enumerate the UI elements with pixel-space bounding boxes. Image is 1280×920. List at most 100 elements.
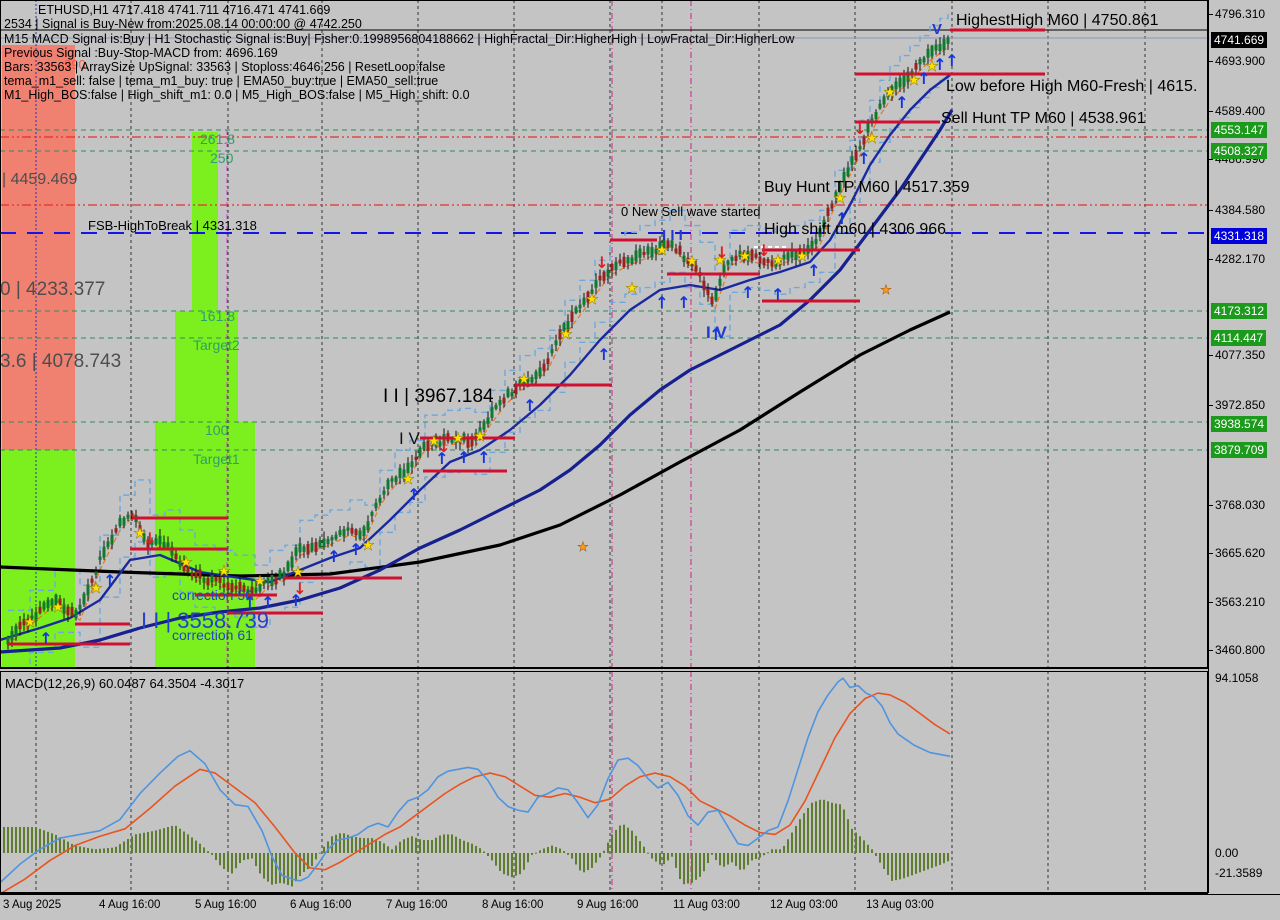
macd-histogram-bar xyxy=(3,826,5,853)
candle-body xyxy=(414,456,418,460)
buy-arrow-icon: ↑ xyxy=(771,285,784,304)
macd-histogram-bar xyxy=(823,799,825,853)
candle-body xyxy=(730,256,734,261)
candle-body xyxy=(58,598,62,609)
macd-histogram-bar xyxy=(15,826,17,853)
macd-bottom-border xyxy=(0,893,1208,894)
time-axis-label[interactable]: 11 Aug 03:00 xyxy=(673,899,740,911)
macd-histogram-bar xyxy=(7,826,9,853)
macd-histogram-bar xyxy=(711,853,713,855)
macd-histogram-bar xyxy=(931,853,933,868)
candle-body xyxy=(278,569,282,579)
buy-arrow-icon: ↑ xyxy=(741,283,754,302)
fast-ma-orange-line xyxy=(7,46,949,646)
candle-body xyxy=(886,90,890,98)
axis-tick-mark xyxy=(1209,14,1213,15)
macd-signal-line xyxy=(0,692,951,893)
time-axis-label[interactable]: 5 Aug 16:00 xyxy=(195,899,257,911)
buy-arrow-icon: ↑ xyxy=(349,540,362,559)
macd-histogram-bar xyxy=(471,843,473,853)
time-axis-label[interactable]: 12 Aug 03:00 xyxy=(770,899,838,911)
candle-body xyxy=(430,442,434,447)
macd-histogram-bar xyxy=(595,853,597,863)
macd-histogram-bar xyxy=(431,839,433,853)
macd-histogram-bar xyxy=(787,839,789,853)
macd-histogram-bar xyxy=(275,853,277,884)
macd-histogram-bar xyxy=(151,831,153,853)
macd-histogram-bar xyxy=(63,839,65,853)
macd-histogram-bar xyxy=(19,826,21,853)
macd-histogram-bar xyxy=(907,853,909,877)
candle-body xyxy=(858,146,862,150)
time-axis-label[interactable]: 7 Aug 16:00 xyxy=(386,899,448,911)
time-axis-label[interactable]: 13 Aug 03:00 xyxy=(866,899,934,911)
macd-histogram-bar xyxy=(379,841,381,853)
time-axis-label[interactable]: 9 Aug 16:00 xyxy=(577,899,639,911)
macd-histogram-bar xyxy=(295,853,297,882)
candle-body xyxy=(254,587,258,593)
price-chart-pane[interactable]: ★★★★★ ★★ ★★★★ ★ ★★★★★★★ ★ ★ ★ ★★★★★★★★↑↑↑ ↑ ↑↑ ↑↑↑ ↑… xyxy=(0,0,1208,668)
time-axis-label[interactable]: 4 Aug 16:00 xyxy=(99,899,161,911)
pane-separator[interactable] xyxy=(0,668,1208,669)
candle-body xyxy=(74,610,78,619)
macd-histogram-bar xyxy=(779,849,781,853)
buy-arrow-icon: ↑ xyxy=(457,448,470,467)
macd-histogram-bar xyxy=(179,828,181,853)
macd-histogram-bar xyxy=(815,801,817,853)
candle-body xyxy=(466,439,470,448)
macd-histogram-bar xyxy=(299,853,301,877)
htf-ma-black-line xyxy=(0,310,951,578)
buy-star-icon: ★ xyxy=(473,427,486,445)
buy-star-icon: ★ xyxy=(89,579,102,597)
macd-histogram-bar xyxy=(307,853,309,869)
macd-tick-label: 94.1058 xyxy=(1215,671,1259,685)
macd-histogram-bar xyxy=(807,807,809,853)
candle-body xyxy=(326,539,330,544)
candle-body xyxy=(310,542,314,552)
macd-histogram-bar xyxy=(571,853,573,859)
candle-body xyxy=(606,269,610,277)
macd-histogram-bar xyxy=(799,819,801,853)
macd-histogram-bar xyxy=(539,850,541,853)
time-axis-label[interactable]: 8 Aug 16:00 xyxy=(482,899,544,911)
time-axis-label[interactable]: 6 Aug 16:00 xyxy=(290,899,352,911)
sell-arrow-icon: ↓ xyxy=(293,579,306,598)
candle-body xyxy=(334,534,338,540)
macd-histogram-bar xyxy=(75,845,77,853)
macd-histogram-bar xyxy=(935,853,937,867)
candle-body xyxy=(686,257,690,264)
macd-histogram-bar xyxy=(347,834,349,853)
time-axis[interactable]: 3 Aug 2025 4 Aug 16:00 5 Aug 16:00 6 Aug 16… xyxy=(0,894,1280,920)
candle-body xyxy=(742,252,746,262)
candle-body xyxy=(734,255,738,262)
macd-histogram-bar xyxy=(475,845,477,853)
macd-histogram-bar xyxy=(563,851,565,853)
ema-fast-navy-line xyxy=(0,74,951,642)
buy-star-icon: ★ xyxy=(713,251,726,269)
macd-histogram-bar xyxy=(167,827,169,853)
candle-body xyxy=(906,71,910,82)
buy-star-icon: ★ xyxy=(427,432,440,450)
macd-histogram-bar xyxy=(115,846,117,853)
candle-body xyxy=(718,278,722,286)
candle-body xyxy=(922,57,926,63)
macd-histogram-bar xyxy=(859,836,861,853)
candle-body xyxy=(50,599,54,606)
macd-indicator-pane[interactable] xyxy=(0,671,1208,893)
price-axis[interactable]: 4796.310 4693.900 4589.400 4486.990 4384.580… xyxy=(1208,0,1280,893)
macd-histogram-bar xyxy=(835,803,837,853)
candle-body xyxy=(274,576,278,585)
macd-histogram-bar xyxy=(763,853,765,856)
macd-histogram-bar xyxy=(535,852,537,854)
buy-star-icon: ★ xyxy=(179,553,192,571)
candle-body xyxy=(666,240,670,249)
candle-body xyxy=(674,248,678,253)
macd-histogram-bar xyxy=(519,853,521,875)
candle-body xyxy=(934,44,938,51)
macd-histogram-bar xyxy=(691,853,693,883)
candle-body xyxy=(398,467,402,478)
macd-histogram-bar xyxy=(643,846,645,853)
macd-histogram-bar xyxy=(195,840,197,853)
time-axis-label[interactable]: 3 Aug 2025 xyxy=(3,899,62,911)
candle-body xyxy=(690,263,694,267)
